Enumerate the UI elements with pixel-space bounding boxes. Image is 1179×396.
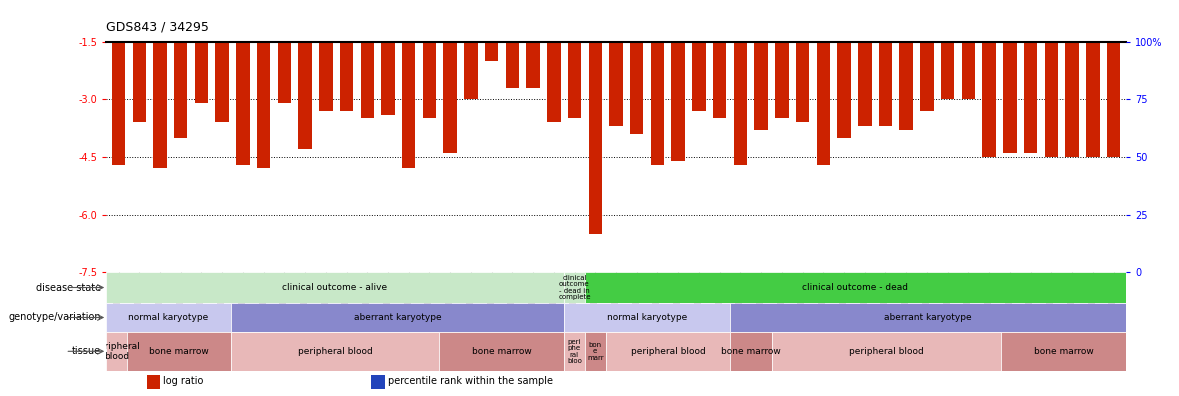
Bar — [236, 42, 250, 165]
Text: aberrant karyotype: aberrant karyotype — [884, 313, 971, 322]
Bar — [713, 42, 726, 118]
Bar — [585, 332, 606, 371]
Text: peripheral blood: peripheral blood — [849, 347, 924, 356]
Bar — [106, 272, 564, 303]
Bar — [606, 332, 731, 371]
Bar — [941, 42, 955, 99]
Bar — [755, 42, 768, 130]
Bar — [231, 332, 439, 371]
Bar — [772, 332, 1001, 371]
Bar — [564, 303, 731, 332]
Bar — [127, 332, 231, 371]
Text: peripheral blood: peripheral blood — [297, 347, 373, 356]
Bar — [1023, 42, 1038, 153]
Bar — [231, 303, 564, 332]
Bar — [630, 42, 644, 134]
Bar — [651, 42, 664, 165]
Bar — [174, 42, 187, 138]
Bar — [381, 42, 395, 114]
Text: GDS843 / 34295: GDS843 / 34295 — [106, 21, 209, 34]
Bar — [147, 375, 160, 389]
Bar — [112, 42, 125, 165]
Bar — [1086, 42, 1100, 157]
Bar — [585, 272, 1126, 303]
Bar — [340, 42, 354, 111]
Text: disease state: disease state — [35, 282, 101, 293]
Bar — [1066, 42, 1079, 157]
Bar — [733, 42, 747, 165]
Text: bone marrow: bone marrow — [472, 347, 532, 356]
Bar — [547, 42, 560, 122]
Text: clinical outcome - alive: clinical outcome - alive — [283, 283, 388, 292]
Text: bone marrow: bone marrow — [149, 347, 209, 356]
Bar — [1107, 42, 1120, 157]
Text: tissue: tissue — [72, 346, 101, 356]
Bar — [692, 42, 706, 111]
Bar — [1003, 42, 1016, 153]
Bar — [564, 332, 585, 371]
Bar — [588, 42, 602, 234]
Bar — [402, 42, 415, 168]
Bar — [106, 332, 127, 371]
Bar — [106, 303, 231, 332]
Bar — [564, 272, 585, 303]
Text: genotype/variation: genotype/variation — [8, 312, 101, 322]
Text: normal karyotype: normal karyotype — [607, 313, 687, 322]
Bar — [361, 42, 374, 118]
Bar — [672, 42, 685, 161]
Bar — [439, 332, 564, 371]
Bar — [195, 42, 209, 103]
Bar — [568, 42, 581, 118]
Bar — [1001, 332, 1126, 371]
Text: clinical
outcome
- dead in
complete: clinical outcome - dead in complete — [558, 275, 591, 300]
Text: clinical outcome - dead: clinical outcome - dead — [803, 283, 908, 292]
Bar — [277, 42, 291, 103]
Bar — [132, 42, 146, 122]
Text: percentile rank within the sample: percentile rank within the sample — [388, 376, 553, 386]
Text: peri
phe
ral
bloo: peri phe ral bloo — [567, 339, 582, 364]
Bar — [320, 42, 332, 111]
Bar — [731, 332, 772, 371]
Bar — [257, 42, 270, 168]
Bar — [298, 42, 311, 149]
Bar — [817, 42, 830, 165]
Bar — [1045, 42, 1058, 157]
Bar — [506, 42, 519, 88]
Bar — [610, 42, 623, 126]
Text: bon
e
marr: bon e marr — [587, 342, 604, 361]
Bar — [837, 42, 851, 138]
Bar — [775, 42, 789, 118]
Bar — [731, 303, 1126, 332]
Bar — [858, 42, 871, 126]
Text: peripheral
blood: peripheral blood — [93, 342, 140, 361]
Text: bone marrow: bone marrow — [1034, 347, 1093, 356]
Bar — [921, 42, 934, 111]
Bar — [982, 42, 996, 157]
Text: normal karyotype: normal karyotype — [129, 313, 209, 322]
Bar — [485, 42, 499, 61]
Bar — [900, 42, 913, 130]
Bar — [371, 375, 384, 389]
Bar — [465, 42, 477, 99]
Text: peripheral blood: peripheral blood — [631, 347, 705, 356]
Bar — [216, 42, 229, 122]
Bar — [443, 42, 457, 153]
Text: log ratio: log ratio — [163, 376, 204, 386]
Text: aberrant karyotype: aberrant karyotype — [354, 313, 441, 322]
Bar — [962, 42, 975, 99]
Text: bone marrow: bone marrow — [722, 347, 782, 356]
Bar — [526, 42, 540, 88]
Bar — [423, 42, 436, 118]
Bar — [796, 42, 809, 122]
Bar — [878, 42, 893, 126]
Bar — [153, 42, 166, 168]
